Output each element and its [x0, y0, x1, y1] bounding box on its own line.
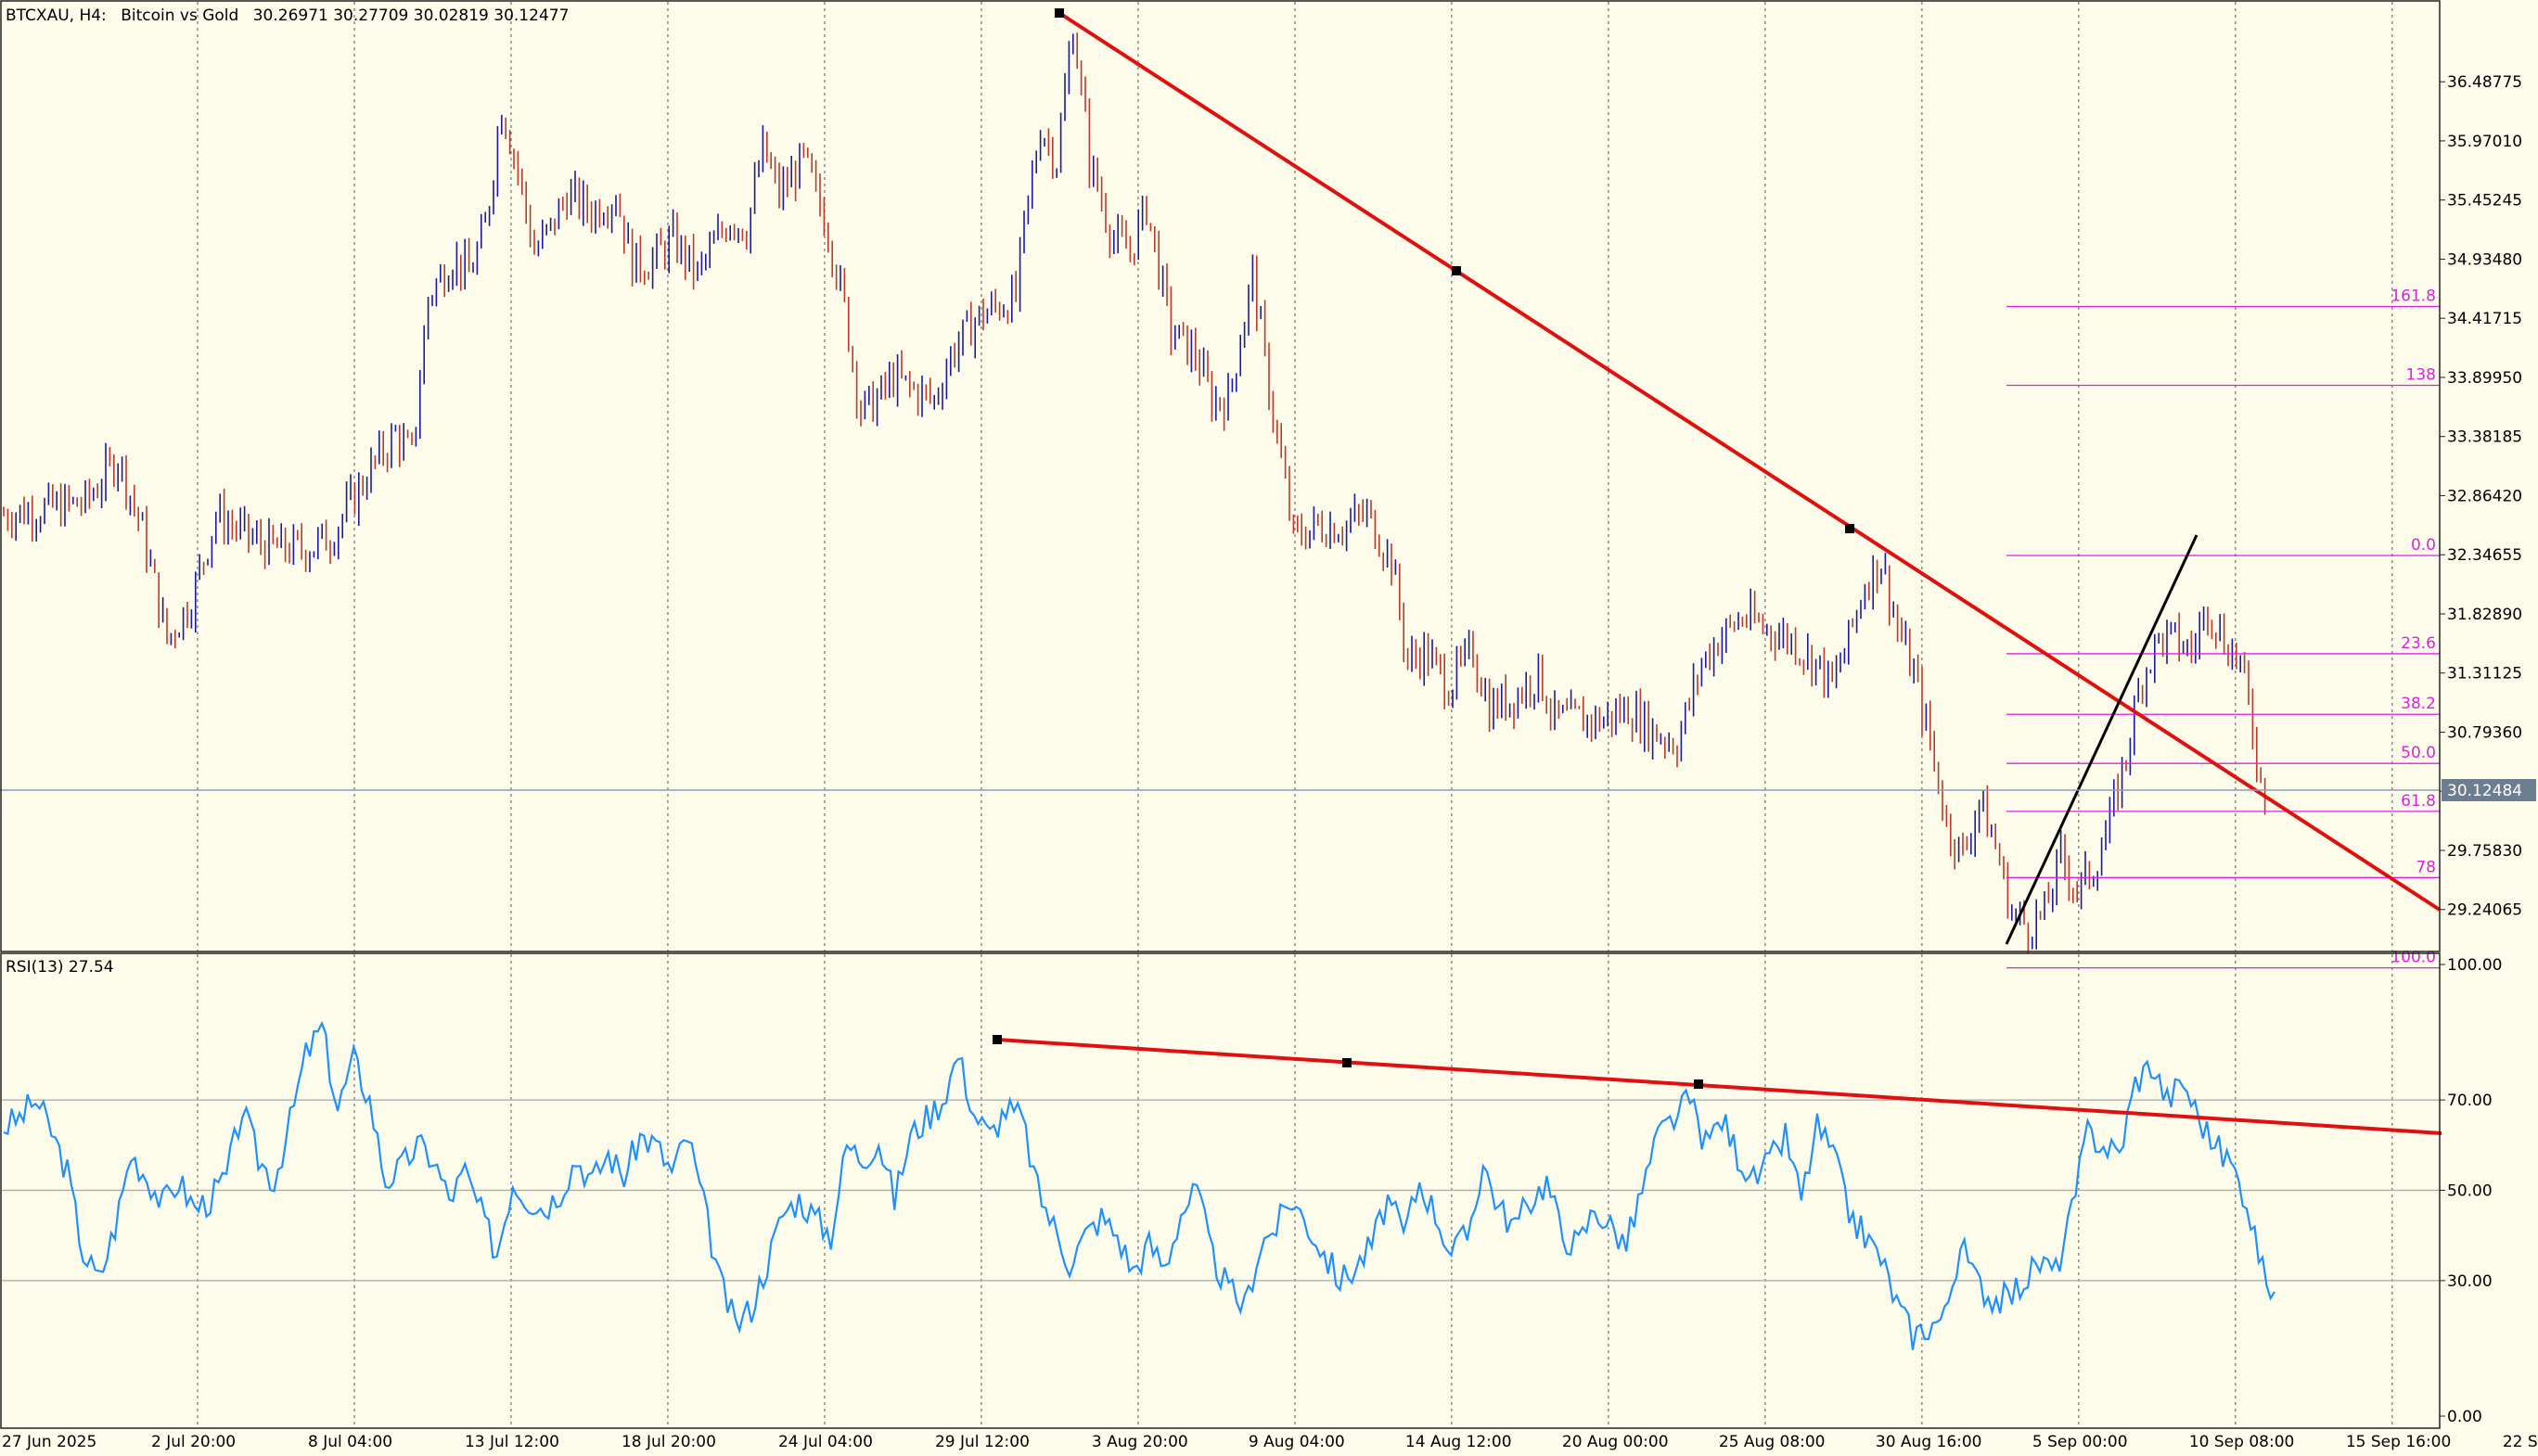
rsi-anchor-2[interactable] [1342, 1058, 1352, 1067]
time-tick-label: 20 Aug 00:00 [1562, 1433, 1669, 1451]
fib-level-label: 38.2 [2401, 695, 2436, 713]
price-tick-label: 29.24065 [2447, 901, 2522, 920]
rsi-axis: 100.00 70.00 50.00 30.00 0.00 [2440, 956, 2502, 1426]
rsi-tick-label: 0.00 [2447, 1408, 2482, 1426]
rsi-tick-label: 30.00 [2447, 1272, 2493, 1291]
time-tick-label: 8 Jul 04:00 [308, 1433, 392, 1451]
time-tick-label: 10 Sep 08:00 [2189, 1433, 2294, 1451]
time-tick-label: 27 Jun 2025 [2, 1433, 96, 1451]
time-tick-label: 15 Sep 16:00 [2346, 1433, 2451, 1451]
time-tick-label: 29 Jul 12:00 [935, 1433, 1030, 1451]
trendline-anchor-1[interactable] [1055, 8, 1064, 18]
time-tick-label: 18 Jul 20:00 [622, 1433, 716, 1451]
time-tick-label: 13 Jul 12:00 [465, 1433, 559, 1451]
price-candles [3, 32, 2266, 954]
time-tick-label: 9 Aug 04:00 [1249, 1433, 1345, 1451]
vertical-grid [197, 2, 2393, 1428]
price-tick-label: 33.38185 [2447, 428, 2522, 447]
rsi-label: RSI(13) 27.54 [6, 958, 114, 977]
rsi-tick-label: 70.00 [2447, 1092, 2493, 1110]
rsi-tick-label: 100.00 [2447, 956, 2502, 975]
fib-level-label: 61.8 [2401, 792, 2436, 811]
price-tick-label: 33.89950 [2447, 369, 2522, 388]
trendline-anchor-3[interactable] [1845, 524, 1854, 533]
time-tick-label: 3 Aug 20:00 [1092, 1433, 1188, 1451]
time-tick-label: 14 Aug 12:00 [1405, 1433, 1512, 1451]
symbol-description: Bitcoin vs Gold [121, 6, 238, 25]
price-tick-label: 32.86420 [2447, 487, 2522, 505]
rsi-levels [2, 1099, 2440, 1282]
price-tick-label: 36.48775 [2447, 73, 2522, 92]
price-tick-label: 35.45245 [2447, 192, 2522, 211]
fib-level-label: 23.6 [2401, 634, 2436, 653]
fib-level-label: 78 [2416, 858, 2436, 876]
rsi-anchor-3[interactable] [1694, 1079, 1703, 1089]
trendline-anchor-2[interactable] [1452, 266, 1461, 275]
fib-level-label: 161.8 [2391, 287, 2436, 306]
price-tick-label: 34.41715 [2447, 310, 2522, 328]
current-price-box [2442, 779, 2536, 801]
time-tick-label: 2 Jul 20:00 [151, 1433, 236, 1451]
fib-level-label: 138 [2406, 366, 2436, 385]
rsi-tick-label: 50.00 [2447, 1182, 2493, 1201]
ohlc-values: 30.26971 30.27709 30.02819 30.12477 [253, 6, 570, 25]
time-tick-label: 25 Aug 08:00 [1719, 1433, 1826, 1451]
fib-level-label: 0.0 [2411, 536, 2436, 555]
symbol-name: BTCXAU, H4: [6, 6, 107, 25]
price-axis: 36.48775 35.97010 35.45245 34.93480 34.41715… [2440, 73, 2522, 920]
time-tick-label: 22 Sep 00:00 [2503, 1433, 2538, 1451]
rsi-anchor-1[interactable] [993, 1035, 1002, 1044]
price-tick-label: 34.93480 [2447, 250, 2522, 269]
time-tick-label: 5 Sep 00:00 [2032, 1433, 2128, 1451]
time-tick-label: 24 Jul 04:00 [778, 1433, 873, 1451]
rsi-line [3, 1020, 2275, 1350]
price-tick-label: 35.97010 [2447, 133, 2522, 151]
time-tick-label: 30 Aug 16:00 [1876, 1433, 1982, 1451]
price-tick-label: 29.75830 [2447, 842, 2522, 861]
price-pane-border [0, 0, 2441, 952]
current-price-label: 30.12484 [2447, 782, 2522, 800]
price-tick-label: 32.34655 [2447, 546, 2522, 565]
time-axis: 27 Jun 2025 2 Jul 20:00 8 Jul 04:00 13 Jul … [2, 1433, 2538, 1451]
price-tick-label: 31.31125 [2447, 665, 2522, 683]
price-tick-label: 31.82890 [2447, 606, 2522, 624]
fib-level-label: 50.0 [2401, 744, 2436, 762]
impulse-line[interactable] [2005, 534, 2198, 945]
symbol-label: BTCXAU, H4: Bitcoin vs Gold 30.26971 30.… [6, 6, 569, 25]
price-tick-label: 30.79360 [2447, 723, 2522, 742]
price-trendline[interactable] [1058, 11, 2442, 912]
rsi-trendline[interactable] [996, 1038, 2442, 1135]
